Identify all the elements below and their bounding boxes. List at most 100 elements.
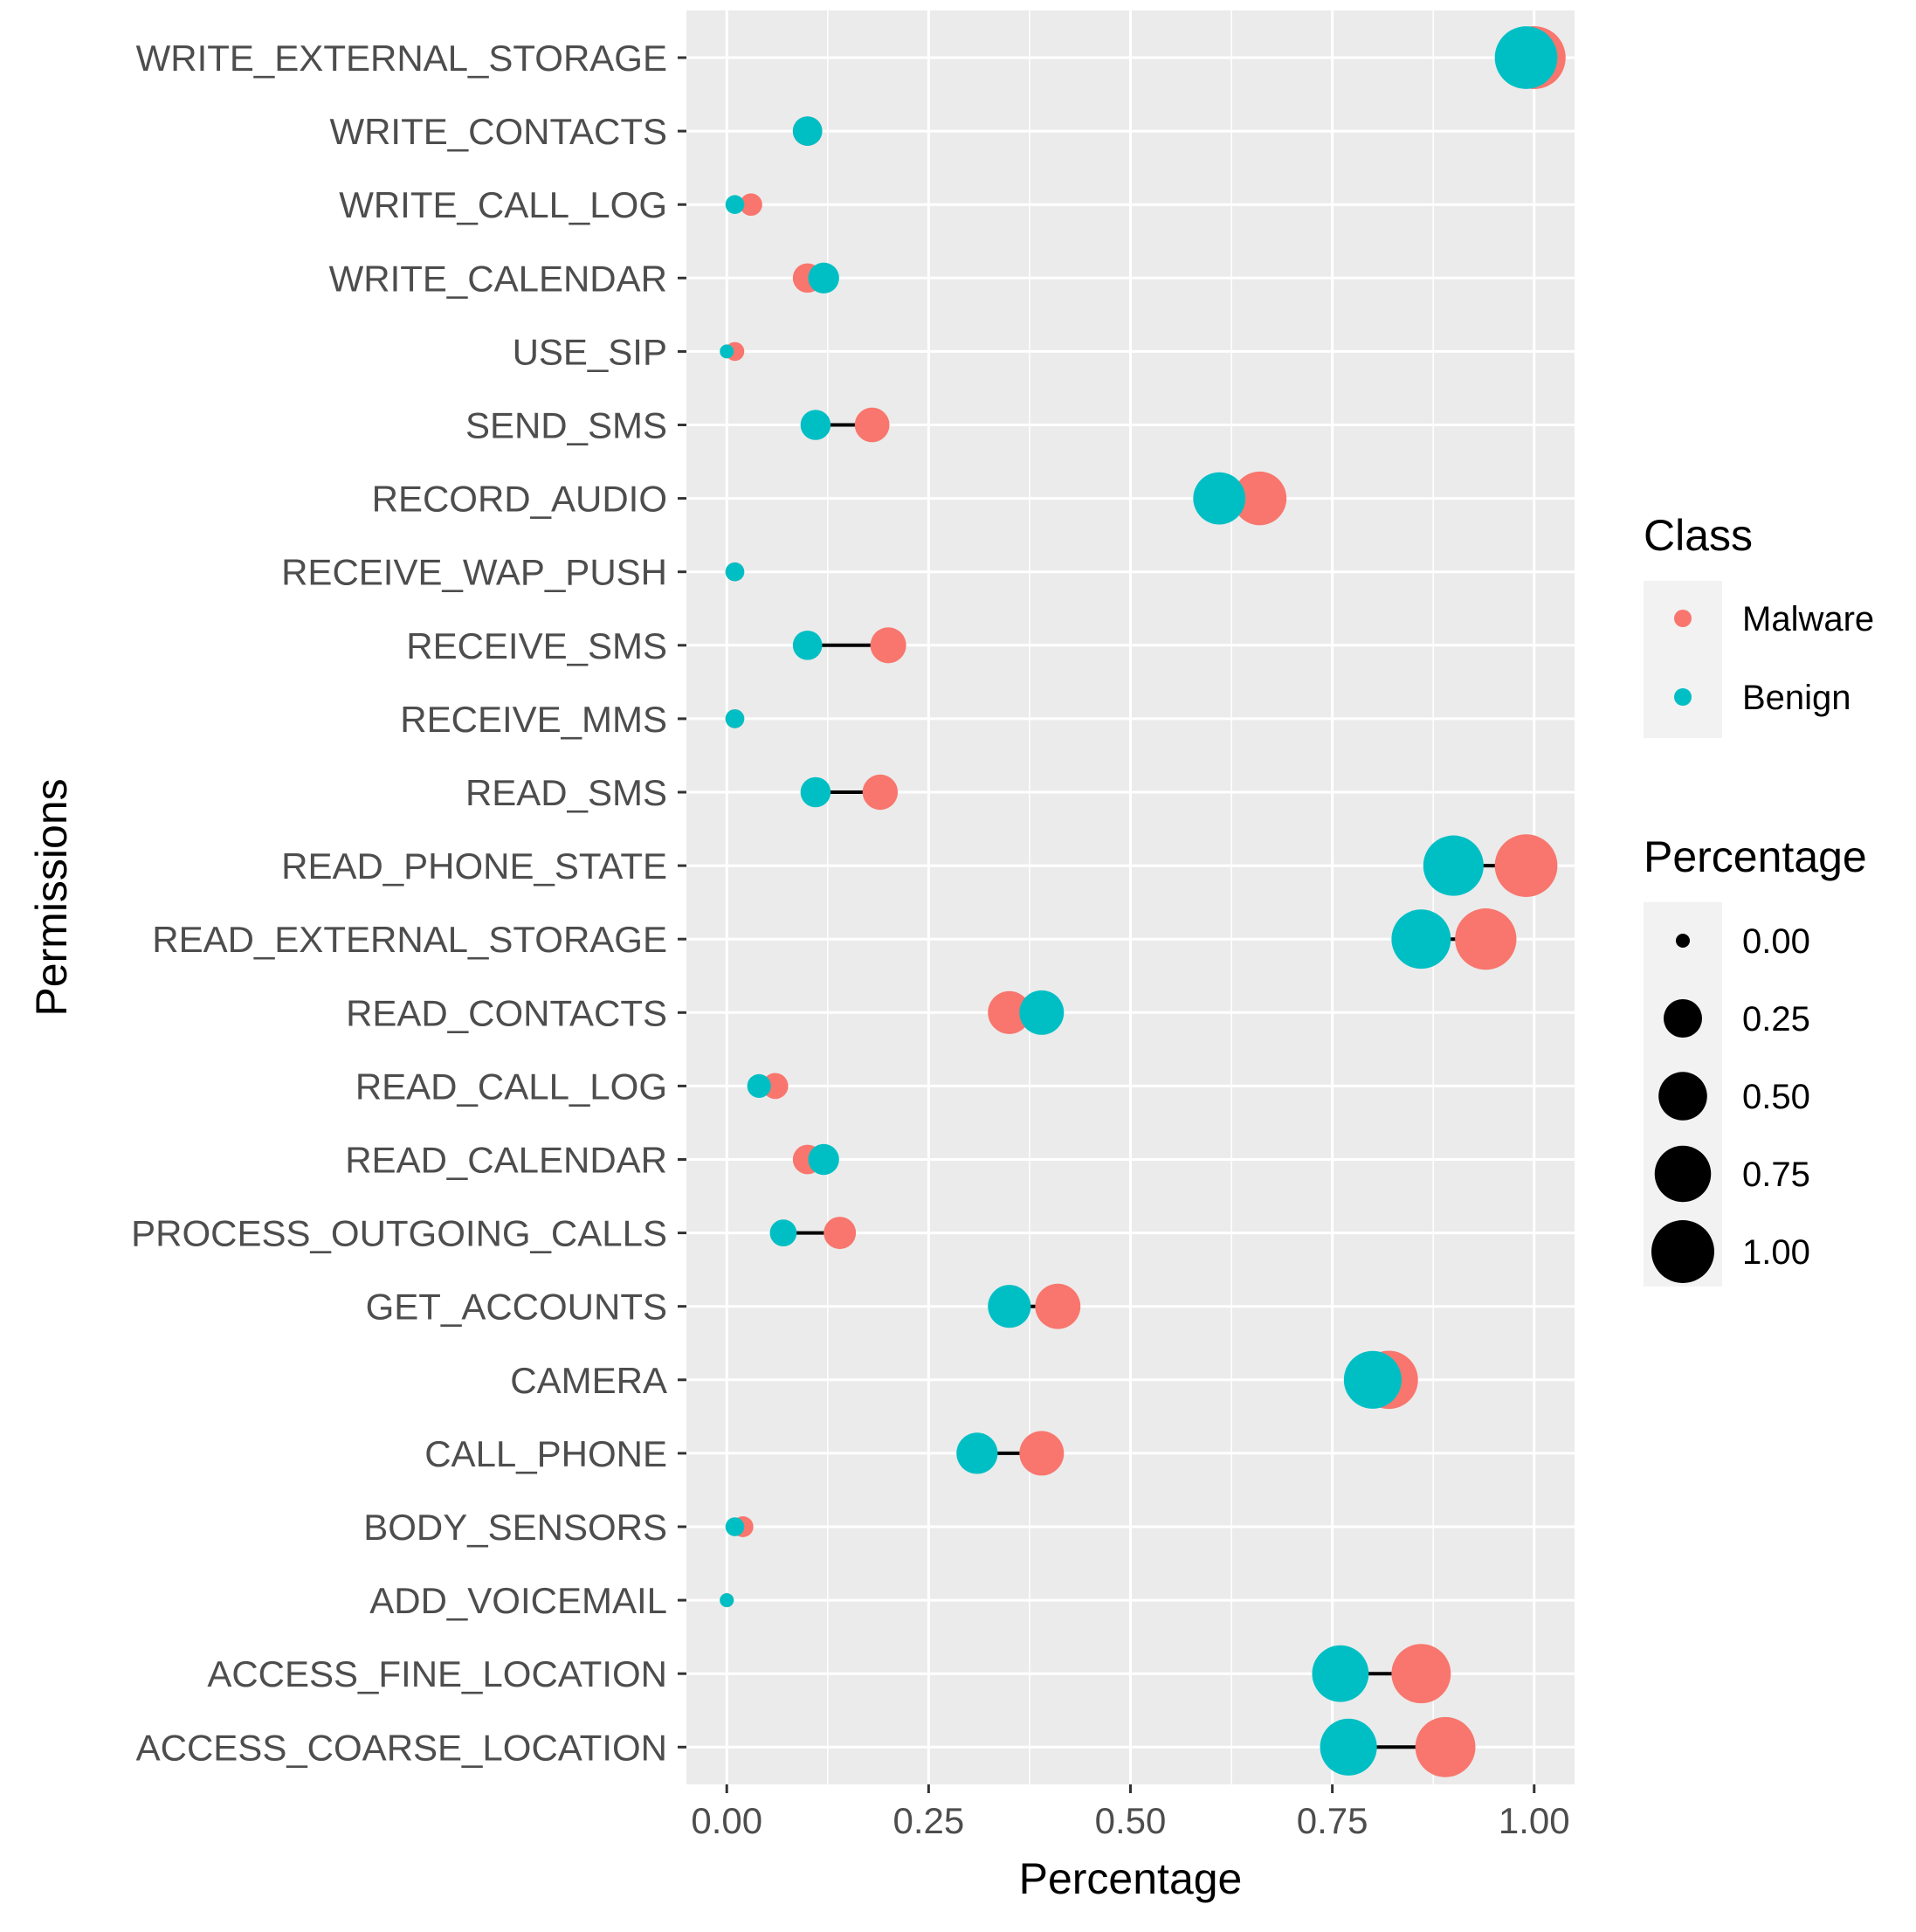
dumbbell-row: [1494, 26, 1566, 89]
benign-point: [725, 1517, 745, 1536]
y-tick-label: READ_CALL_LOG: [355, 1066, 667, 1107]
dumbbell-row: [988, 1283, 1081, 1329]
dumbbell-row: [720, 342, 745, 362]
x-axis: 0.00 0.25 0.50 0.75 1.00: [691, 1784, 1570, 1841]
benign-point: [720, 344, 734, 359]
legend-key-background: [1644, 581, 1722, 738]
y-tick-label: PROCESS_OUTGOING_CALLS: [131, 1213, 667, 1254]
malware-point: [1019, 1431, 1065, 1476]
malware-point: [862, 774, 899, 811]
benign-point: [747, 1073, 771, 1098]
malware-point: [824, 1217, 857, 1250]
legend-size-title: Percentage: [1644, 832, 1867, 881]
y-tick-label: CAMERA: [510, 1360, 667, 1401]
dumbbell-row: [800, 407, 890, 443]
x-tick-label: 1.00: [1499, 1800, 1570, 1841]
malware-point: [1035, 1283, 1081, 1329]
benign-point: [956, 1432, 998, 1474]
y-tick-label: WRITE_CALENDAR: [329, 258, 667, 299]
malware-point: [854, 407, 890, 443]
y-tick-label: WRITE_CONTACTS: [329, 111, 667, 152]
legend-size-swatch: [1658, 1072, 1707, 1121]
y-tick-label: ACCESS_COARSE_LOCATION: [136, 1727, 667, 1768]
dumbbell-row: [792, 1143, 839, 1176]
benign-point: [808, 262, 839, 293]
malware-point: [1415, 1716, 1476, 1777]
legend-size-label: 0.25: [1742, 1000, 1810, 1038]
benign-point: [800, 410, 831, 440]
legend-label: Benign: [1742, 679, 1851, 717]
legend-size-swatch: [1654, 1145, 1712, 1203]
x-tick-label: 0.75: [1297, 1800, 1368, 1841]
x-tick-label: 0.50: [1095, 1800, 1167, 1841]
legend-size-swatch: [1676, 934, 1690, 948]
y-tick-label: READ_CALENDAR: [345, 1140, 667, 1181]
y-tick-label: RECORD_AUDIO: [372, 479, 667, 520]
y-tick-label: BODY_SENSORS: [363, 1507, 667, 1548]
legend-swatch: [1674, 610, 1692, 627]
legend-label: Malware: [1742, 600, 1874, 638]
dumbbell-row: [725, 709, 745, 728]
legend: Class Percentage Malware Benign 0.00 0.25 0.…: [1644, 511, 1874, 1287]
y-tick-label: CALL_PHONE: [424, 1433, 667, 1474]
y-tick-label: RECEIVE_WAP_PUSH: [281, 552, 667, 593]
benign-point: [1494, 26, 1558, 89]
malware-point: [1391, 1644, 1451, 1704]
malware-point: [988, 990, 1031, 1034]
dumbbell-row: [1312, 1644, 1451, 1704]
benign-point: [1193, 472, 1246, 525]
y-tick-label: GET_ACCOUNTS: [366, 1287, 667, 1328]
y-axis-title: Permissions: [27, 778, 76, 1016]
legend-size-label: 0.50: [1742, 1078, 1810, 1116]
legend-size-swatch: [1664, 999, 1702, 1038]
y-tick-label: USE_SIP: [513, 331, 667, 372]
x-axis-title: Percentage: [1019, 1854, 1243, 1903]
dumbbell-row: [720, 1593, 734, 1608]
y-tick-label: READ_SMS: [465, 772, 667, 813]
malware-point: [1494, 834, 1558, 897]
legend-size-label: 1.00: [1742, 1233, 1810, 1272]
benign-point: [1312, 1645, 1369, 1702]
malware-point: [740, 193, 762, 217]
legend-size-swatch: [1651, 1220, 1714, 1283]
dumbbell-row: [800, 774, 899, 811]
benign-point: [769, 1219, 797, 1247]
y-tick-label: READ_CONTACTS: [346, 992, 667, 1033]
benign-point: [725, 709, 745, 728]
dumbbell-row: [988, 990, 1065, 1035]
x-tick-label: 0.25: [893, 1800, 964, 1841]
malware-point: [870, 627, 906, 664]
legend-swatch: [1674, 688, 1692, 706]
dumbbell-row: [725, 1516, 754, 1537]
benign-point: [808, 1143, 839, 1176]
y-tick-label: RECEIVE_SMS: [406, 625, 667, 666]
benign-point: [1019, 990, 1065, 1035]
dumbbell-row: [1391, 908, 1517, 970]
y-tick-label: READ_EXTERNAL_STORAGE: [152, 919, 667, 960]
y-tick-label: RECEIVE_MMS: [400, 699, 667, 740]
x-tick-label: 0.00: [691, 1800, 762, 1841]
benign-point: [725, 195, 745, 214]
y-tick-label: ADD_VOICEMAIL: [369, 1580, 667, 1621]
dumbbell-row: [725, 193, 762, 217]
y-tick-label: SEND_SMS: [465, 405, 667, 446]
dumbbell-row: [792, 262, 839, 293]
y-axis: WRITE_EXTERNAL_STORAGE WRITE_CONTACTS WRIT…: [131, 38, 686, 1768]
benign-point: [1391, 909, 1451, 969]
dumbbell-row: [792, 116, 823, 146]
y-tick-label: WRITE_CALL_LOG: [339, 184, 667, 225]
legend-size-label: 0.75: [1742, 1156, 1810, 1194]
dumbbell-row: [725, 562, 745, 582]
dumbbell-row: [769, 1217, 857, 1250]
dumbbell-row: [1423, 834, 1558, 897]
dumbbell-row: [1320, 1716, 1476, 1777]
benign-point: [1343, 1350, 1402, 1409]
benign-point: [800, 776, 831, 808]
dumbbell-row: [956, 1431, 1065, 1476]
legend-class-title: Class: [1644, 511, 1753, 560]
dumbbell-row: [1343, 1350, 1418, 1410]
dumbbell-row: [792, 627, 906, 664]
malware-point: [1232, 471, 1287, 526]
benign-point: [720, 1593, 734, 1608]
